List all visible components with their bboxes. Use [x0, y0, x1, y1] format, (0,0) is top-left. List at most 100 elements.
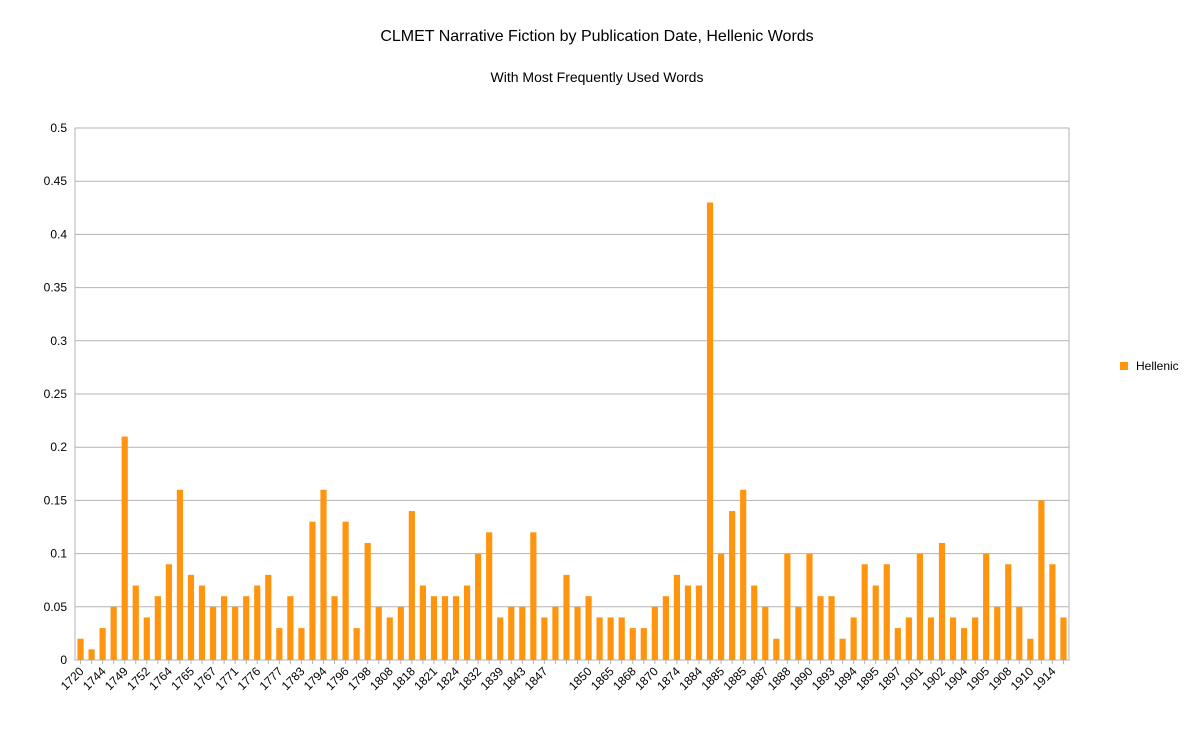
- legend-label: Hellenic: [1136, 359, 1179, 373]
- y-tick-label: 0.1: [50, 547, 67, 561]
- x-tick-label: 1901: [897, 664, 926, 693]
- bar: [342, 521, 349, 660]
- bar: [574, 606, 581, 660]
- bar: [994, 606, 1001, 660]
- bar: [463, 585, 471, 660]
- bar: [121, 436, 128, 660]
- bar: [983, 553, 990, 660]
- bar: [132, 585, 139, 660]
- x-tick-label: 1865: [588, 664, 617, 693]
- bar: [419, 585, 426, 660]
- x-tick-label: 1777: [257, 664, 286, 693]
- x-tick-label: 1890: [787, 664, 816, 693]
- y-tick-label: 0.15: [44, 493, 68, 507]
- bar: [861, 564, 868, 660]
- bar: [916, 553, 923, 660]
- x-tick-label: 1893: [809, 664, 838, 693]
- bar: [673, 574, 681, 660]
- bar: [806, 553, 813, 660]
- x-tick-label: 1832: [455, 664, 484, 693]
- bar: [695, 585, 703, 660]
- bar: [718, 553, 725, 660]
- bar: [960, 628, 968, 660]
- bar: [165, 564, 172, 660]
- x-tick-label: 1874: [654, 664, 683, 693]
- bar: [176, 489, 184, 660]
- bar: [684, 585, 692, 660]
- bar: [850, 617, 857, 660]
- bar: [187, 574, 195, 660]
- bar: [662, 596, 669, 660]
- bar: [629, 628, 636, 660]
- bar: [894, 628, 901, 660]
- bar: [773, 638, 780, 660]
- bar: [706, 202, 714, 661]
- bar: [441, 596, 449, 660]
- plot-frame: [74, 127, 1070, 661]
- x-tick-label: 1868: [610, 664, 639, 693]
- bar: [883, 564, 890, 660]
- bar: [817, 596, 824, 660]
- x-tick-label: 1894: [831, 664, 860, 693]
- bar: [596, 617, 603, 660]
- x-tick-label: 1749: [102, 664, 131, 693]
- x-tick-label: 1887: [743, 664, 772, 693]
- bar: [1027, 638, 1034, 660]
- bar: [364, 542, 371, 660]
- bar: [320, 489, 327, 660]
- bar: [486, 532, 493, 660]
- bar: [475, 553, 482, 660]
- bar: [154, 596, 161, 660]
- x-tick-label: 1850: [566, 664, 595, 693]
- bar: [408, 511, 415, 660]
- bar: [221, 596, 228, 660]
- bar: [77, 638, 84, 660]
- bar: [276, 628, 283, 660]
- bar: [828, 596, 835, 660]
- bar: [452, 596, 460, 660]
- bar: [99, 628, 106, 660]
- bar: [585, 596, 592, 660]
- bar: [198, 585, 206, 660]
- x-tick-label: 1818: [389, 664, 418, 693]
- bar: [1038, 500, 1045, 660]
- bar: [651, 606, 658, 660]
- x-tick-label: 1767: [190, 664, 219, 693]
- x-tick-label: 1808: [367, 664, 396, 693]
- x-tick-label: 1771: [212, 664, 241, 693]
- x-tick-label: 1821: [411, 664, 440, 693]
- bar: [497, 617, 504, 660]
- bar: [530, 532, 537, 660]
- bar: [1016, 606, 1023, 660]
- bar: [508, 606, 515, 660]
- bar: [607, 617, 614, 660]
- x-tick-label: 1796: [323, 664, 352, 693]
- x-tick-label: 1843: [500, 664, 529, 693]
- bar: [430, 596, 438, 660]
- bar: [1060, 617, 1067, 660]
- bar: [331, 596, 338, 660]
- bar: [519, 606, 526, 660]
- x-tick-label: 1885: [721, 664, 750, 693]
- bar: [254, 585, 261, 660]
- x-tick-label: 1847: [522, 664, 551, 693]
- x-tick-label: 1885: [698, 664, 727, 693]
- y-tick-label: 0.45: [44, 174, 68, 188]
- bar: [729, 511, 736, 660]
- bar: [110, 606, 117, 660]
- bar: [949, 617, 957, 660]
- bar: [397, 606, 404, 660]
- bar: [243, 596, 250, 660]
- y-tick-label: 0: [60, 653, 67, 667]
- bar: [740, 489, 747, 660]
- x-tick-label: 1744: [80, 664, 109, 693]
- bar: [640, 628, 647, 660]
- bar: [265, 574, 272, 660]
- y-tick-label: 0.3: [50, 334, 67, 348]
- x-tick-label: 1888: [765, 664, 794, 693]
- x-tick-label: 1824: [433, 664, 462, 693]
- bar: [839, 638, 846, 660]
- chart-title: CLMET Narrative Fiction by Publication D…: [380, 28, 813, 45]
- legend-swatch: [1120, 362, 1128, 370]
